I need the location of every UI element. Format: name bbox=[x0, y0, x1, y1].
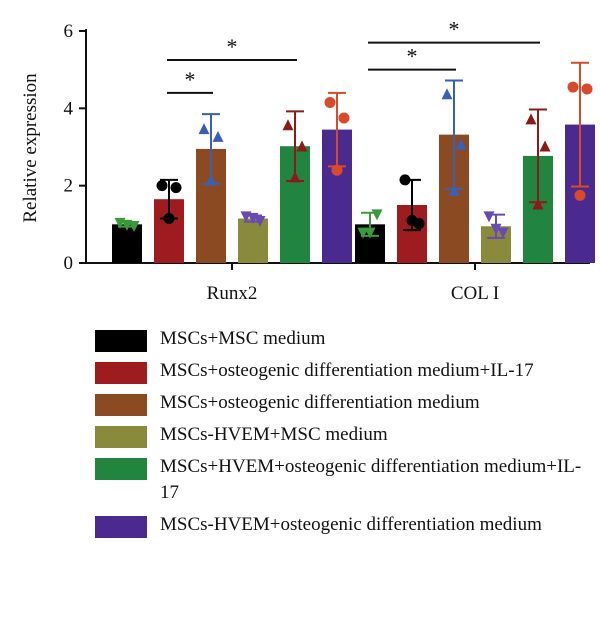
legend-item: MSCs+HVEM+osteogenic differentiation med… bbox=[95, 454, 595, 506]
data-point bbox=[170, 182, 182, 194]
data-point bbox=[247, 212, 259, 224]
y-tick-label: 2 bbox=[64, 176, 74, 197]
legend-swatch bbox=[95, 426, 147, 448]
data-point bbox=[497, 227, 509, 239]
data-point bbox=[406, 214, 418, 226]
y-axis-label: Relative expression bbox=[20, 73, 41, 223]
data-point bbox=[441, 88, 453, 100]
data-point bbox=[121, 219, 133, 231]
data-point bbox=[331, 164, 343, 176]
data-point bbox=[581, 83, 593, 95]
data-point bbox=[198, 123, 210, 135]
legend-item: MSCs+osteogenic differentiation medium+I… bbox=[95, 358, 595, 384]
data-point bbox=[532, 198, 544, 210]
legend-label: MSCs+osteogenic differentiation medium+I… bbox=[160, 360, 534, 381]
chart-points bbox=[114, 81, 593, 239]
y-tick-label: 6 bbox=[64, 21, 74, 42]
data-point bbox=[567, 81, 579, 93]
y-tick-label: 0 bbox=[64, 253, 74, 274]
legend-label: MSCs-HVEM+osteogenic differentiation med… bbox=[160, 514, 542, 535]
legend-swatch bbox=[95, 330, 147, 352]
data-point bbox=[357, 227, 369, 239]
data-point bbox=[338, 112, 350, 124]
legend-swatch bbox=[95, 516, 147, 538]
data-point bbox=[539, 140, 551, 152]
legend-swatch bbox=[95, 394, 147, 416]
legend-swatch bbox=[95, 362, 147, 384]
legend-item: MSCs+osteogenic differentiation medium bbox=[95, 390, 595, 416]
data-point bbox=[525, 113, 537, 125]
significance-label: * bbox=[185, 67, 196, 92]
chart-legend: MSCs+MSC medium MSCs+osteogenic different… bbox=[95, 326, 595, 544]
data-point bbox=[483, 211, 495, 223]
legend-item: MSCs-HVEM+osteogenic differentiation med… bbox=[95, 512, 595, 538]
data-point bbox=[128, 220, 140, 232]
data-point bbox=[455, 138, 467, 150]
data-point bbox=[399, 174, 411, 186]
legend-label: MSCs+MSC medium bbox=[160, 328, 326, 349]
data-point bbox=[212, 130, 224, 142]
chart-bars bbox=[112, 124, 595, 263]
data-point bbox=[324, 97, 336, 109]
data-point bbox=[205, 174, 217, 186]
data-point bbox=[574, 189, 586, 201]
chart-significance: * * * * bbox=[167, 17, 540, 94]
data-point bbox=[371, 209, 383, 221]
legend-item: MSCs-HVEM+MSC medium bbox=[95, 422, 595, 448]
data-point bbox=[156, 180, 168, 192]
data-point bbox=[364, 227, 376, 239]
legend-label: MSCs+osteogenic differentiation medium bbox=[160, 392, 480, 413]
x-tick-label: COL I bbox=[451, 283, 499, 304]
legend-item: MSCs+MSC medium bbox=[95, 326, 595, 352]
data-point bbox=[490, 223, 502, 235]
bar-chart: 0 2 4 6 Runx2 COL I * * * * Relative expression bbox=[20, 17, 595, 304]
data-point bbox=[282, 119, 294, 131]
data-point bbox=[296, 140, 308, 152]
data-point bbox=[163, 213, 175, 225]
x-tick-label: Runx2 bbox=[207, 283, 258, 304]
data-point bbox=[254, 215, 266, 227]
significance-label: * bbox=[407, 44, 418, 69]
legend-label: MSCs+HVEM+osteogenic differentiation med… bbox=[160, 456, 582, 503]
data-point bbox=[448, 184, 460, 196]
y-tick-label: 4 bbox=[64, 98, 74, 119]
bar bbox=[238, 218, 268, 263]
legend-swatch bbox=[95, 458, 147, 480]
significance-label: * bbox=[227, 34, 238, 59]
significance-label: * bbox=[449, 17, 460, 42]
legend-label: MSCs-HVEM+MSC medium bbox=[160, 424, 388, 445]
data-point bbox=[289, 171, 301, 183]
